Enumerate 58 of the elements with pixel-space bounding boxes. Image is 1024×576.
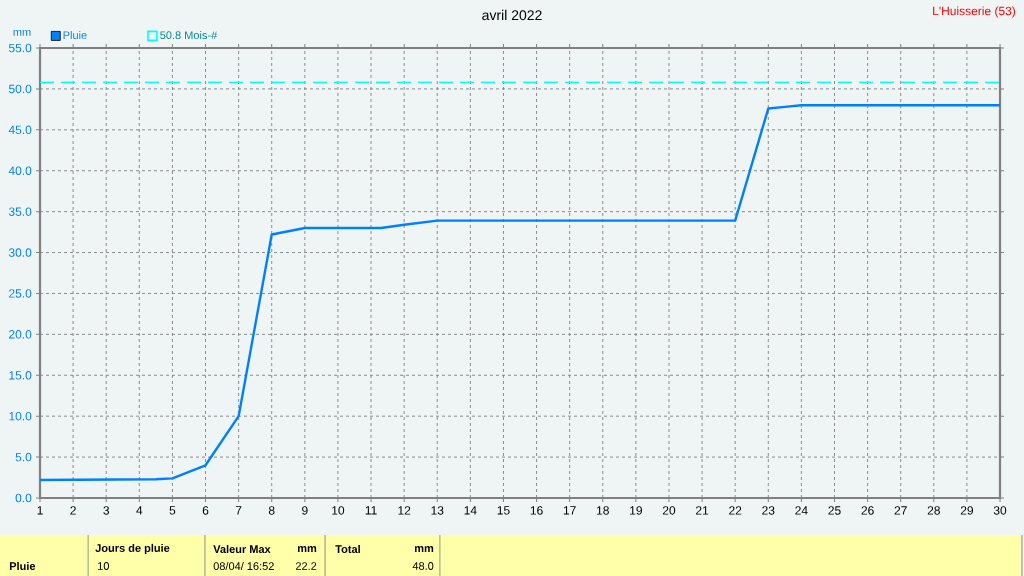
x-tick-label: 7 — [235, 506, 242, 515]
y-tick-label: 15.0 — [9, 371, 32, 380]
legend-label: 50.8 Mois-# — [160, 31, 218, 40]
y-tick-label: 10.0 — [9, 411, 32, 421]
text: 48.0 — [412, 562, 434, 570]
x-tick-label: 18 — [597, 506, 609, 515]
y-tick-label: 20.0 — [9, 330, 32, 339]
text: Total — [335, 544, 360, 554]
x-tick-label: 19 — [630, 506, 642, 515]
x-tick-label: 27 — [894, 506, 907, 515]
y-axis-title: mm — [13, 29, 31, 36]
text: Valeur Max — [213, 544, 271, 554]
y-tick-label: 40.0 — [8, 166, 32, 175]
x-tick-label: 1 — [37, 506, 43, 515]
x-tick-label: 12 — [398, 506, 411, 515]
text: L'Huisserie (53) — [933, 6, 1016, 18]
x-tick-label: 8 — [268, 506, 275, 515]
x-tick-label: 10 — [332, 506, 345, 515]
y-tick-label: 45.0 — [8, 125, 32, 135]
text: mm — [414, 546, 434, 552]
x-tick-label: 16 — [530, 506, 543, 515]
legend-label: Pluie — [63, 31, 87, 40]
x-tick-label: 15 — [497, 506, 510, 515]
text: Pluie — [9, 561, 36, 571]
text: 22.2 — [295, 562, 317, 570]
x-tick-label: 4 — [136, 506, 143, 515]
text: Jours de pluie — [95, 543, 170, 555]
chart-title: avril 2022 — [482, 9, 542, 21]
y-tick-label: 30.0 — [8, 248, 32, 257]
text: mm — [297, 546, 317, 552]
x-tick-label: 24 — [795, 506, 808, 515]
x-tick-label: 11 — [365, 506, 377, 515]
y-tick-label: 0.0 — [15, 493, 32, 503]
x-tick-label: 21 — [696, 506, 709, 515]
y-tick-label: 25.0 — [9, 289, 32, 298]
y-tick-label: 5.0 — [15, 452, 32, 462]
x-tick-label: 17 — [563, 506, 576, 515]
x-tick-label: 13 — [431, 506, 444, 515]
x-tick-label: 2 — [70, 506, 76, 515]
y-tick-label: 55.0 — [8, 43, 32, 53]
x-tick-label: 28 — [927, 506, 940, 515]
x-tick-label: 3 — [103, 506, 110, 515]
x-tick-label: 9 — [302, 506, 308, 515]
x-tick-label: 26 — [861, 506, 874, 515]
y-tick-label: 50.0 — [8, 84, 32, 94]
x-tick-label: 6 — [202, 506, 209, 515]
x-tick-label: 29 — [960, 506, 973, 515]
x-tick-label: 23 — [762, 506, 775, 515]
x-tick-label: 20 — [662, 506, 676, 515]
text: 08/04/ 16:52 — [213, 561, 274, 571]
y-tick-label: 35.0 — [8, 207, 32, 216]
x-tick-label: 14 — [464, 506, 477, 515]
x-tick-label: 30 — [993, 506, 1007, 515]
x-tick-label: 22 — [729, 506, 742, 515]
text: 10 — [98, 562, 109, 570]
line-series — [40, 104, 1001, 482]
x-tick-label: 25 — [828, 506, 841, 515]
x-tick-label: 5 — [169, 506, 176, 515]
